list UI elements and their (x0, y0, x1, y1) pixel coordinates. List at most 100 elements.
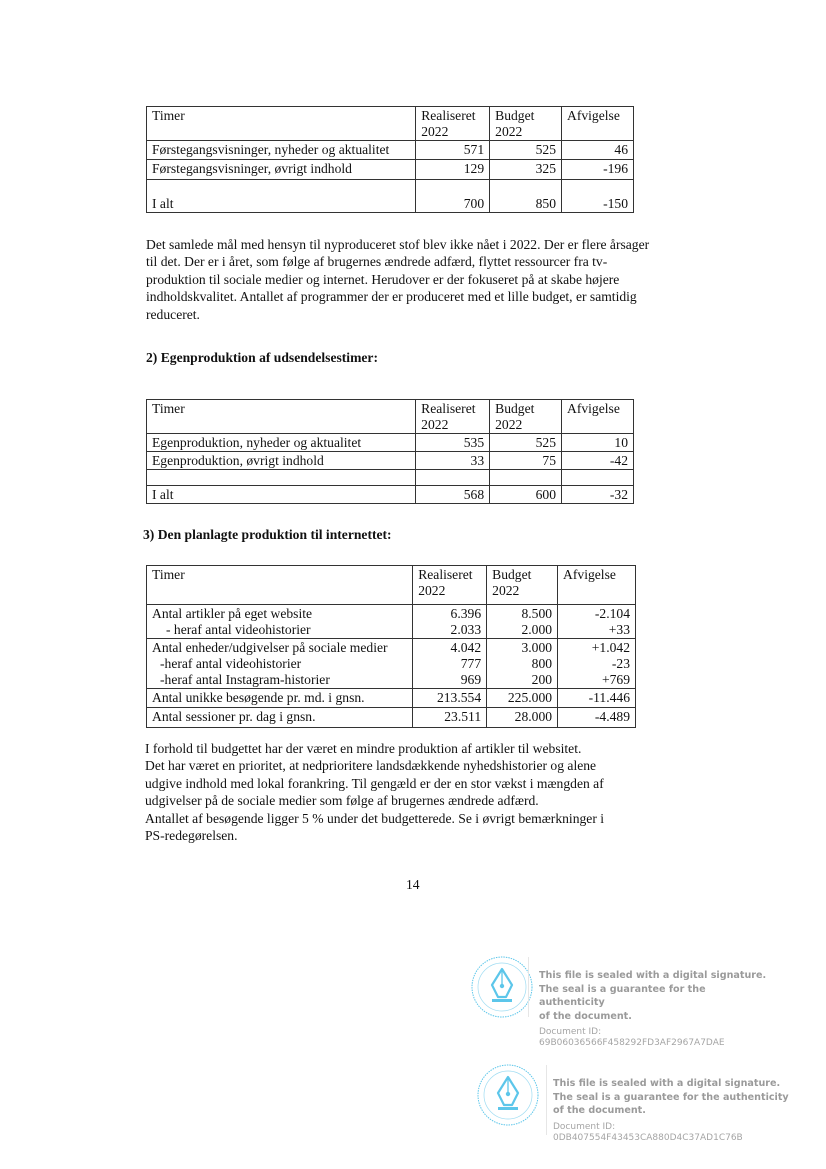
paragraph-2: I forhold til budgettet har der været en… (145, 741, 605, 844)
table-row: Egenproduktion, øvrigt indhold 33 75 -42 (145, 451, 634, 470)
row-label: Antal artikler på eget website (152, 606, 313, 621)
cell: Antal enheder/udgivelser på sociale medi… (145, 638, 414, 689)
page-number: 14 (406, 877, 420, 892)
table-row: Førstegangsvisninger, nyheder og aktuali… (145, 140, 634, 160)
table-row-group: Antal enheder/udgivelser på sociale medi… (145, 638, 636, 689)
section-heading-2: 2) Egenproduktion af udsendelsestimer: (146, 350, 378, 365)
cell: Førstegangsvisninger, nyheder og aktuali… (145, 140, 417, 160)
cell: 10 (561, 433, 634, 452)
value: 6.396 (450, 606, 482, 621)
cell: +1.042 -23 +769 (557, 638, 636, 689)
divider (546, 1065, 547, 1135)
row-label: - heraf antal videohistorier (166, 622, 311, 637)
value: 200 (531, 672, 553, 687)
cell: 33 (415, 451, 491, 470)
cell: 4.042 777 969 (412, 638, 488, 689)
value: 969 (460, 672, 482, 687)
value: 800 (531, 656, 553, 671)
header-cell: Timer (145, 106, 417, 141)
table-empty-row (145, 469, 634, 486)
value: -2.104 (594, 606, 630, 621)
cell: 571 (415, 140, 491, 160)
cell: 129 (415, 159, 491, 180)
cell: Egenproduktion, nyheder og aktualitet (145, 433, 417, 452)
cell: -42 (561, 451, 634, 470)
table-row: Førstegangsvisninger, øvrigt indhold 129… (145, 159, 634, 180)
value: 4.042 (450, 640, 482, 655)
value: 2.000 (521, 622, 553, 637)
table-header-row: Timer Realiseret 2022 Budget 2022 Afvige… (145, 399, 634, 434)
cell: 850 (489, 179, 563, 213)
cell (415, 469, 491, 486)
cell: 213.554 (412, 688, 488, 708)
document-id: 0DB407554F43453CA880D4C37AD1C76B (553, 1132, 743, 1143)
cell (145, 469, 417, 486)
table-row: Egenproduktion, nyheder og aktualitet 53… (145, 433, 634, 452)
table-row: Antal unikke besøgende pr. md. i gnsn. 2… (145, 688, 636, 708)
table-row: Antal sessioner pr. dag i gnsn. 23.511 2… (145, 707, 636, 728)
seal-message: This file is sealed with a digital signa… (553, 1078, 789, 1116)
header-cell: Afvigelse (561, 399, 634, 434)
table-internet-production: Timer Realiseret 2022 Budget 2022 Afvige… (145, 565, 636, 728)
table-header-row: Timer Realiseret 2022 Budget 2022 Afvige… (145, 106, 634, 141)
cell: 28.000 (486, 707, 559, 728)
value: 3.000 (521, 640, 553, 655)
cell: Antal artikler på eget website - heraf a… (145, 604, 414, 639)
seal-pen-icon (471, 956, 533, 1018)
seal-message: This file is sealed with a digital signa… (539, 970, 767, 1022)
header-cell: Budget 2022 (489, 106, 563, 141)
table-first-showings: Timer Realiseret 2022 Budget 2022 Afvige… (145, 106, 634, 213)
cell: 525 (489, 140, 563, 160)
value: 8.500 (521, 606, 553, 621)
cell: 23.511 (412, 707, 488, 728)
header-cell: Realiseret 2022 (412, 565, 488, 605)
cell: I alt (145, 179, 417, 213)
document-id-label: Document ID: (539, 1027, 602, 1037)
cell: 225.000 (486, 688, 559, 708)
cell: -150 (561, 179, 634, 213)
header-cell: Afvigelse (557, 565, 636, 605)
cell: 568 (415, 485, 491, 504)
header-cell: Realiseret 2022 (415, 106, 491, 141)
row-label: -heraf antal Instagram-historier (160, 672, 330, 687)
table-own-production: Timer Realiseret 2022 Budget 2022 Afvige… (145, 399, 634, 504)
divider (528, 957, 529, 1017)
cell: 75 (489, 451, 563, 470)
document-id: 69B06036566F458292FD3AF2967A7DAE (539, 1038, 725, 1048)
cell: Antal sessioner pr. dag i gnsn. (145, 707, 414, 728)
cell: 6.396 2.033 (412, 604, 488, 639)
cell: -196 (561, 159, 634, 180)
cell: I alt (145, 485, 417, 504)
table-header-row: Timer Realiseret 2022 Budget 2022 Afvige… (145, 565, 636, 605)
header-cell: Realiseret 2022 (415, 399, 491, 434)
cell: 700 (415, 179, 491, 213)
cell: 600 (489, 485, 563, 504)
table-total-row: I alt 568 600 -32 (145, 485, 634, 504)
cell: 325 (489, 159, 563, 180)
header-cell: Budget 2022 (486, 565, 559, 605)
cell: 8.500 2.000 (486, 604, 559, 639)
seal-pen-icon (477, 1064, 539, 1126)
cell: Egenproduktion, øvrigt indhold (145, 451, 417, 470)
section-heading-3: 3) Den planlagte produktion til internet… (143, 527, 392, 542)
value: +33 (608, 622, 630, 637)
header-cell: Budget 2022 (489, 399, 563, 434)
cell (489, 469, 563, 486)
cell: Antal unikke besøgende pr. md. i gnsn. (145, 688, 414, 708)
value: -23 (611, 656, 630, 671)
document-id-label: Document ID: (553, 1121, 616, 1132)
cell: 46 (561, 140, 634, 160)
table-row-group: Antal artikler på eget website - heraf a… (145, 604, 636, 639)
value: 2.033 (450, 622, 482, 637)
cell: -11.446 (557, 688, 636, 708)
table-total-row: I alt 700 850 -150 (145, 179, 634, 213)
header-cell: Timer (145, 399, 417, 434)
header-cell: Timer (145, 565, 414, 605)
cell: -4.489 (557, 707, 636, 728)
cell: -32 (561, 485, 634, 504)
value: +1.042 (591, 640, 630, 655)
paragraph-1: Det samlede mål med hensyn til nyproduce… (146, 237, 650, 322)
row-label: -heraf antal videohistorier (160, 656, 302, 671)
value: 777 (460, 656, 482, 671)
header-cell: Afvigelse (561, 106, 634, 141)
